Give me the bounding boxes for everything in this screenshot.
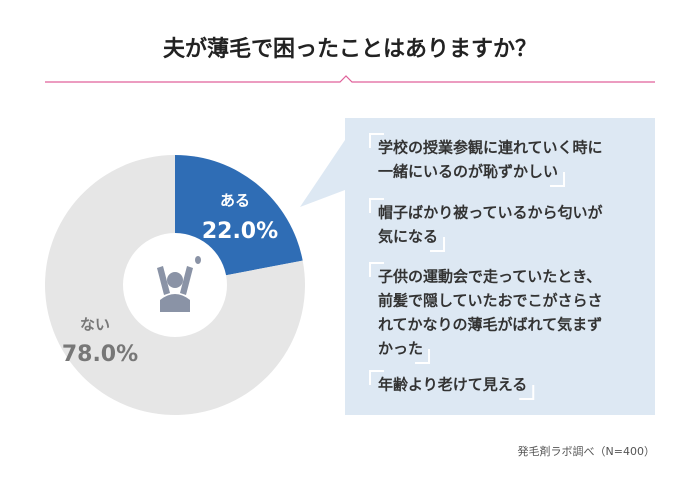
comment-line: かった <box>378 340 423 358</box>
comment-line: 前髪で隠していたおでこがさらさ <box>378 292 603 310</box>
quote-bracket <box>430 237 446 252</box>
chart-title: 夫が薄毛で困ったことはありますか？ <box>163 36 537 62</box>
quote-bracket <box>550 172 566 187</box>
quote-bracket <box>369 133 384 148</box>
comment-line: 学校の授業参観に連れていく時に <box>378 139 603 157</box>
quote-bracket <box>415 349 431 364</box>
title-underline <box>45 75 655 83</box>
slice-label: ない <box>80 316 110 334</box>
comment-line: 子供の運動会で走っていたとき、 <box>378 268 601 286</box>
worried-icon <box>157 256 201 312</box>
quote-bracket <box>519 385 535 400</box>
comment-line: 気になる <box>378 228 438 246</box>
quote-bracket <box>369 262 384 277</box>
slice-label: ある <box>220 192 250 210</box>
comment-line: 帽子ばかり被っているから匂いが <box>378 204 604 222</box>
source-note: 発毛剤ラボ調べ（N=400） <box>518 444 655 458</box>
comment-line: 年齢より老けて見える <box>378 376 527 394</box>
slice-value-label: 78.0% <box>62 342 138 367</box>
quote-bracket <box>369 198 384 213</box>
quote-bracket <box>369 370 384 385</box>
comment-line: れてかなりの薄毛がばれて気まず <box>378 316 602 334</box>
comment-box <box>345 118 655 415</box>
slice-value-label: 22.0% <box>202 219 278 244</box>
callout-pointer <box>300 140 345 207</box>
comment-line: 一緒にいるのが恥ずかしい <box>378 163 558 181</box>
